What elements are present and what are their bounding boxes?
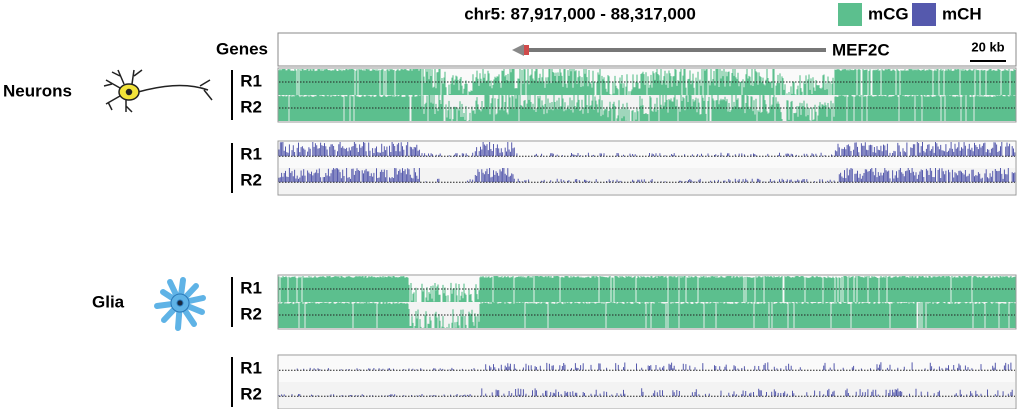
methylation-track [279,276,1015,302]
row-bg [279,382,1015,408]
row-label: R1 [240,71,262,90]
row-label: R2 [240,384,262,403]
genes-label: Genes [216,39,268,58]
methylation-track [279,302,1015,328]
legend-swatch [838,3,862,26]
row-label: R1 [240,144,262,163]
legend-label: mCG [868,4,909,23]
row-label: R1 [240,278,262,297]
glia-icon [157,280,203,328]
gene-tss [524,45,529,55]
row-label: R2 [240,170,262,189]
scale-label: 20 kb [971,39,1004,54]
group-label: Glia [92,292,125,311]
legend-label: mCH [942,4,982,23]
row-label: R1 [240,358,262,377]
figure: chr5: 87,917,000 - 88,317,000 mCG mCH Ge… [0,0,1019,409]
neuron-icon [104,70,212,112]
row-label: R2 [240,97,262,116]
legend-swatch [912,3,936,26]
row-label: R2 [240,304,262,323]
group-label: Neurons [3,81,72,100]
gene-name: MEF2C [832,40,890,59]
title: chr5: 87,917,000 - 88,317,000 [464,4,696,23]
